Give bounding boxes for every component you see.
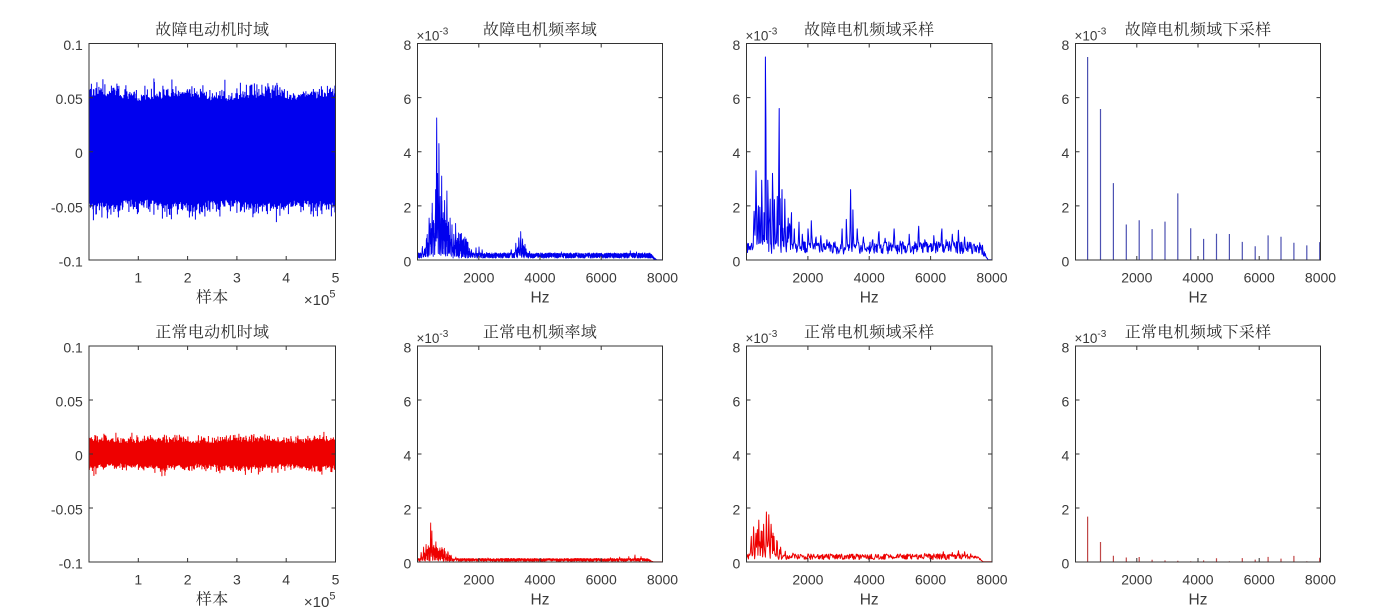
svg-text:Hz: Hz [1189, 290, 1208, 307]
svg-text:8000: 8000 [1305, 571, 1336, 587]
svg-text:1: 1 [134, 269, 142, 285]
svg-text:2000: 2000 [1121, 571, 1152, 587]
svg-text:2000: 2000 [463, 269, 494, 285]
svg-text:×105: ×105 [304, 591, 336, 612]
svg-text:4: 4 [733, 145, 741, 161]
svg-text:4: 4 [1062, 448, 1070, 464]
svg-text:×105: ×105 [304, 289, 336, 310]
svg-text:0: 0 [733, 254, 741, 270]
svg-text:2: 2 [404, 502, 412, 518]
svg-text:8000: 8000 [647, 269, 678, 285]
svg-text:Hz: Hz [860, 290, 879, 307]
svg-text:4: 4 [733, 448, 741, 464]
svg-text:8000: 8000 [647, 571, 678, 587]
svg-text:8000: 8000 [976, 571, 1007, 587]
svg-text:5: 5 [332, 571, 340, 587]
svg-text:0: 0 [75, 448, 83, 464]
svg-text:Hz: Hz [860, 592, 879, 609]
svg-text:6000: 6000 [915, 571, 946, 587]
svg-text:2: 2 [733, 199, 741, 215]
svg-text:4000: 4000 [524, 269, 555, 285]
svg-text:6: 6 [733, 91, 741, 107]
svg-text:Hz: Hz [1189, 592, 1208, 609]
svg-text:4000: 4000 [854, 269, 885, 285]
svg-text:0: 0 [733, 556, 741, 572]
svg-text:4000: 4000 [1182, 269, 1213, 285]
svg-text:0: 0 [75, 145, 83, 161]
svg-text:8: 8 [1062, 340, 1070, 356]
svg-text:4: 4 [282, 571, 290, 587]
svg-text:8: 8 [404, 340, 412, 356]
svg-text:0: 0 [404, 254, 412, 270]
svg-text:4000: 4000 [1182, 571, 1213, 587]
svg-text:0: 0 [1062, 556, 1070, 572]
svg-text:3: 3 [233, 571, 241, 587]
svg-text:6000: 6000 [915, 269, 946, 285]
svg-text:6: 6 [404, 91, 412, 107]
svg-text:8: 8 [404, 37, 412, 53]
svg-text:4: 4 [404, 145, 412, 161]
svg-text:2: 2 [1062, 199, 1070, 215]
svg-text:0.05: 0.05 [56, 91, 83, 107]
svg-text:1: 1 [134, 571, 142, 587]
svg-text:4000: 4000 [524, 571, 555, 587]
svg-text:6: 6 [1062, 91, 1070, 107]
svg-text:6: 6 [733, 394, 741, 410]
svg-text:8000: 8000 [976, 269, 1007, 285]
svg-text:2: 2 [733, 502, 741, 518]
svg-text:2000: 2000 [792, 571, 823, 587]
svg-text:8000: 8000 [1305, 269, 1336, 285]
svg-text:5: 5 [332, 269, 340, 285]
svg-text:Hz: Hz [531, 290, 550, 307]
svg-text:8: 8 [733, 340, 741, 356]
svg-text:3: 3 [233, 269, 241, 285]
svg-text:Hz: Hz [531, 592, 550, 609]
svg-text:2: 2 [404, 199, 412, 215]
svg-text:0.1: 0.1 [63, 37, 83, 53]
svg-text:6000: 6000 [1244, 269, 1275, 285]
svg-text:-0.1: -0.1 [59, 556, 83, 572]
svg-text:6000: 6000 [586, 269, 617, 285]
svg-text:0: 0 [1062, 254, 1070, 270]
svg-text:6000: 6000 [586, 571, 617, 587]
svg-text:6: 6 [404, 394, 412, 410]
svg-text:-0.05: -0.05 [51, 199, 83, 215]
svg-text:8: 8 [733, 37, 741, 53]
svg-text:4: 4 [1062, 145, 1070, 161]
svg-text:2000: 2000 [1121, 269, 1152, 285]
svg-text:4000: 4000 [854, 571, 885, 587]
svg-text:2000: 2000 [463, 571, 494, 587]
svg-text:-0.05: -0.05 [51, 502, 83, 518]
svg-text:0.05: 0.05 [56, 394, 83, 410]
svg-text:-0.1: -0.1 [59, 254, 83, 270]
svg-text:2000: 2000 [792, 269, 823, 285]
svg-text:2: 2 [184, 269, 192, 285]
svg-text:6000: 6000 [1244, 571, 1275, 587]
svg-text:0: 0 [404, 556, 412, 572]
svg-text:4: 4 [404, 448, 412, 464]
svg-text:4: 4 [282, 269, 290, 285]
svg-text:0.1: 0.1 [63, 340, 83, 356]
svg-text:6: 6 [1062, 394, 1070, 410]
svg-text:2: 2 [184, 571, 192, 587]
svg-text:2: 2 [1062, 502, 1070, 518]
svg-text:8: 8 [1062, 37, 1070, 53]
